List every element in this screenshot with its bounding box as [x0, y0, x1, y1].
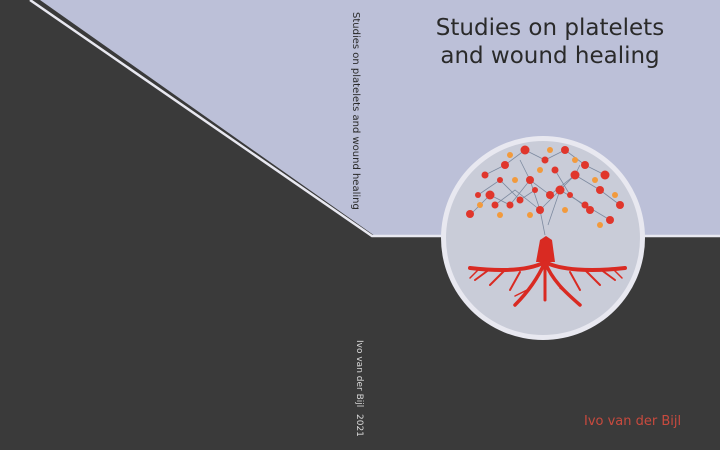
spine-author: Ivo van der Bijl: [354, 340, 364, 408]
cover-author: Ivo van der Bijl: [584, 414, 682, 429]
spine-year: 2021: [354, 414, 364, 437]
spine-title: Studies on platelets and wound healing: [350, 12, 361, 210]
cover-title: Studies on platelets and wound healing: [420, 14, 680, 70]
cover-title-line-2: and wound healing: [440, 43, 660, 69]
cover-title-line-1: Studies on platelets: [435, 15, 665, 41]
platelet-tree-emblem: [441, 136, 645, 340]
